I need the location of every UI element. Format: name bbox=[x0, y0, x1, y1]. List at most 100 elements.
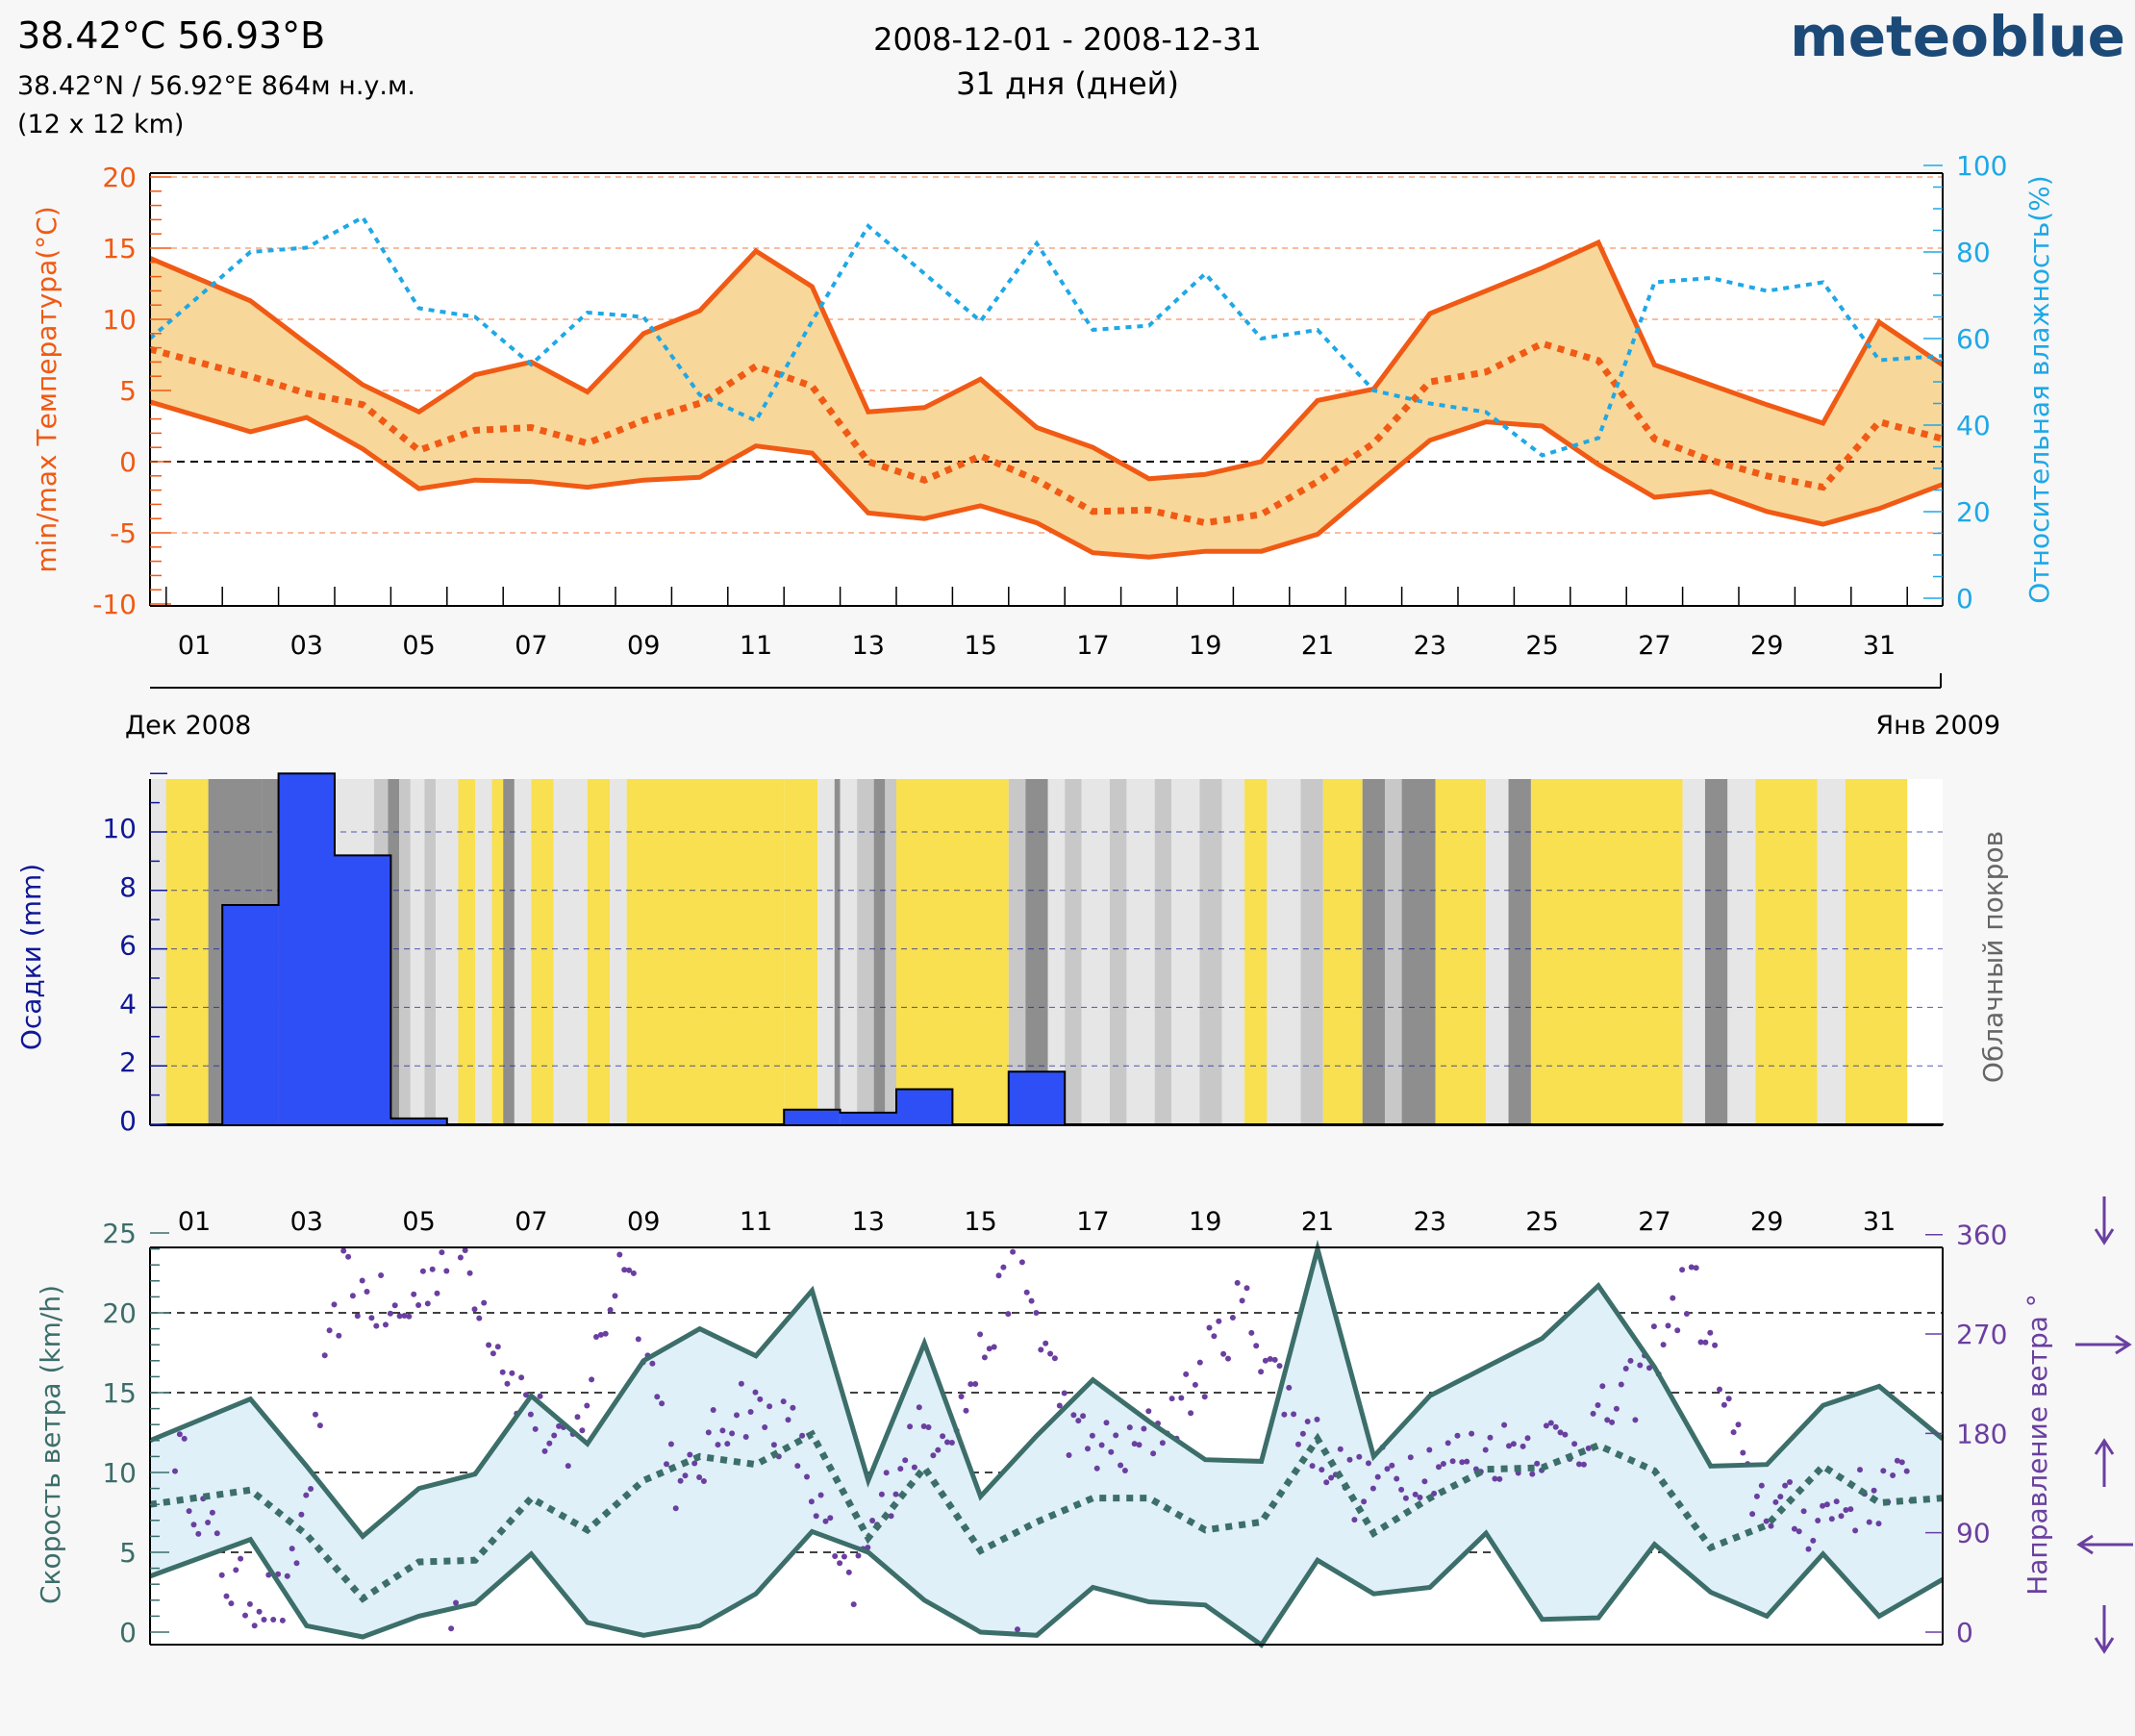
cloud-stripe bbox=[514, 779, 532, 1125]
wind-direction-dot bbox=[251, 1623, 258, 1629]
cloud-stripe bbox=[834, 779, 841, 1125]
wind-direction-dot bbox=[705, 1429, 712, 1436]
wind-direction-dot bbox=[1903, 1468, 1910, 1474]
wind-speed-axis-label: Скорость ветра (km/h) bbox=[35, 1285, 66, 1604]
temperature-tick-label: -5 bbox=[110, 517, 137, 549]
wind-direction-dot bbox=[434, 1290, 440, 1296]
precipitation-tick-label: 4 bbox=[119, 988, 137, 1019]
wind-direction-dot bbox=[1267, 1356, 1273, 1362]
wind-direction-tick-label: 270 bbox=[1956, 1319, 2007, 1350]
wind-direction-dot bbox=[1291, 1411, 1297, 1418]
wind-tick-label: 25 bbox=[102, 1218, 137, 1249]
wind-direction-dot bbox=[1258, 1369, 1265, 1375]
wind-direction-dot bbox=[579, 1427, 586, 1434]
cloud-stripe bbox=[1267, 779, 1301, 1125]
date-range: 2008-12-01 - 2008-12-31 bbox=[873, 21, 1262, 58]
wind-direction-dot bbox=[1524, 1435, 1531, 1442]
wind-direction-dot bbox=[1772, 1498, 1779, 1505]
wind-direction-dot bbox=[1159, 1440, 1166, 1447]
wind-direction-dot bbox=[172, 1468, 178, 1474]
cloud-stripe bbox=[1530, 779, 1683, 1125]
wind-direction-dot bbox=[368, 1315, 375, 1321]
cloud-stripe bbox=[1081, 779, 1110, 1125]
wind-direction-dot bbox=[752, 1389, 759, 1396]
wind-direction-dot bbox=[1604, 1417, 1611, 1423]
wind-direction-dot bbox=[742, 1434, 749, 1440]
wind-direction-dot bbox=[1454, 1432, 1461, 1439]
precipitation-bar bbox=[335, 855, 391, 1125]
wind-direction-dot bbox=[1351, 1517, 1358, 1523]
wind-direction-dot bbox=[242, 1612, 248, 1619]
wind-direction-dot bbox=[1080, 1413, 1087, 1420]
wind-arrow-icon bbox=[2076, 1534, 2133, 1555]
wind-direction-dot bbox=[1875, 1521, 1882, 1527]
wind-direction-dot bbox=[799, 1432, 806, 1439]
wind-direction-dot bbox=[832, 1553, 839, 1559]
cloud-stripe bbox=[1008, 779, 1026, 1125]
wind-direction-dot bbox=[1702, 1339, 1709, 1346]
cloud-stripe bbox=[1025, 779, 1048, 1125]
cloud-stripe bbox=[424, 779, 437, 1125]
wind-direction-dot bbox=[672, 1505, 679, 1512]
wind-direction-dot bbox=[1576, 1461, 1582, 1468]
wind-direction-dot bbox=[1679, 1267, 1686, 1273]
cloud-stripe bbox=[1704, 779, 1728, 1125]
cloud-stripe bbox=[553, 779, 588, 1125]
wind-tick-label: 15 bbox=[102, 1377, 137, 1409]
wind-direction-dot bbox=[958, 1394, 965, 1399]
wind-direction-dot bbox=[556, 1422, 563, 1429]
temperature-axis-ticks: 20 15 10 5 0 -5 -10 100 80 60 40 20 0 bbox=[92, 150, 2007, 620]
precipitation-axis-ticks: 10 8 6 4 2 0 bbox=[102, 772, 167, 1137]
wind-arrow-icon bbox=[2075, 1334, 2132, 1355]
wind-direction-dot bbox=[476, 1315, 483, 1321]
cloud-cover-axis-label: Облачный покров bbox=[1977, 831, 2009, 1083]
wind-direction-dot bbox=[878, 1491, 885, 1497]
month-label-start: Дек 2008 bbox=[125, 711, 251, 741]
wind-direction-dot bbox=[1688, 1264, 1695, 1271]
cloud-stripe bbox=[873, 779, 886, 1125]
wind-direction-dot bbox=[298, 1511, 305, 1518]
cloud-stripe bbox=[165, 779, 209, 1125]
precipitation-tick-label: 0 bbox=[119, 1105, 137, 1137]
wind-direction-dot bbox=[195, 1530, 202, 1537]
wind-direction-dot bbox=[364, 1289, 370, 1295]
wind-direction-dot bbox=[1890, 1472, 1896, 1478]
wind-direction-dot bbox=[1650, 1323, 1657, 1330]
temperature-tick-label: 15 bbox=[102, 233, 137, 264]
wind-direction-dot bbox=[1426, 1447, 1433, 1453]
wind-direction-dot bbox=[349, 1293, 356, 1299]
grid-resolution: (12 x 12 km) bbox=[17, 110, 184, 139]
wind-direction-dot bbox=[991, 1344, 997, 1350]
wind-direction-dot bbox=[1407, 1454, 1414, 1461]
wind-direction-dot bbox=[584, 1402, 590, 1409]
wind-direction-dot bbox=[1061, 1390, 1068, 1396]
wind-direction-dot bbox=[1660, 1342, 1667, 1348]
wind-direction-dot bbox=[1183, 1371, 1190, 1377]
precipitation-bar bbox=[222, 905, 279, 1125]
wind-direction-dot bbox=[1028, 1297, 1035, 1304]
coords-title: 38.42°C 56.93°В bbox=[17, 14, 325, 57]
wind-direction-dot bbox=[373, 1322, 380, 1329]
wind-direction-dot bbox=[948, 1440, 955, 1446]
wind-direction-dot bbox=[1843, 1507, 1849, 1513]
humidity-tick-label: 100 bbox=[1956, 150, 2007, 182]
humidity-tick-label: 20 bbox=[1956, 496, 1991, 528]
wind-direction-dot bbox=[1070, 1412, 1077, 1419]
wind-direction-dot bbox=[494, 1344, 501, 1350]
cloud-stripe bbox=[1682, 779, 1705, 1125]
cloud-stripe bbox=[1171, 779, 1200, 1125]
wind-direction-dot bbox=[481, 1299, 488, 1306]
wind-axis-ticks: 25 20 15 10 5 0 360 270 180 90 0 bbox=[102, 1218, 2007, 1648]
wind-tick-label: 0 bbox=[119, 1617, 137, 1648]
wind-direction-dot bbox=[837, 1560, 843, 1567]
cloud-stripe bbox=[587, 779, 611, 1125]
wind-direction-dot bbox=[1417, 1495, 1423, 1500]
wind-direction-dot bbox=[1753, 1493, 1760, 1499]
wind-direction-dot bbox=[1665, 1322, 1671, 1329]
wind-direction-dot bbox=[1805, 1546, 1812, 1552]
wind-direction-dot bbox=[457, 1254, 464, 1261]
wind-direction-dot bbox=[911, 1464, 917, 1471]
wind-direction-dot bbox=[313, 1411, 318, 1418]
wind-direction-dot bbox=[630, 1270, 637, 1276]
